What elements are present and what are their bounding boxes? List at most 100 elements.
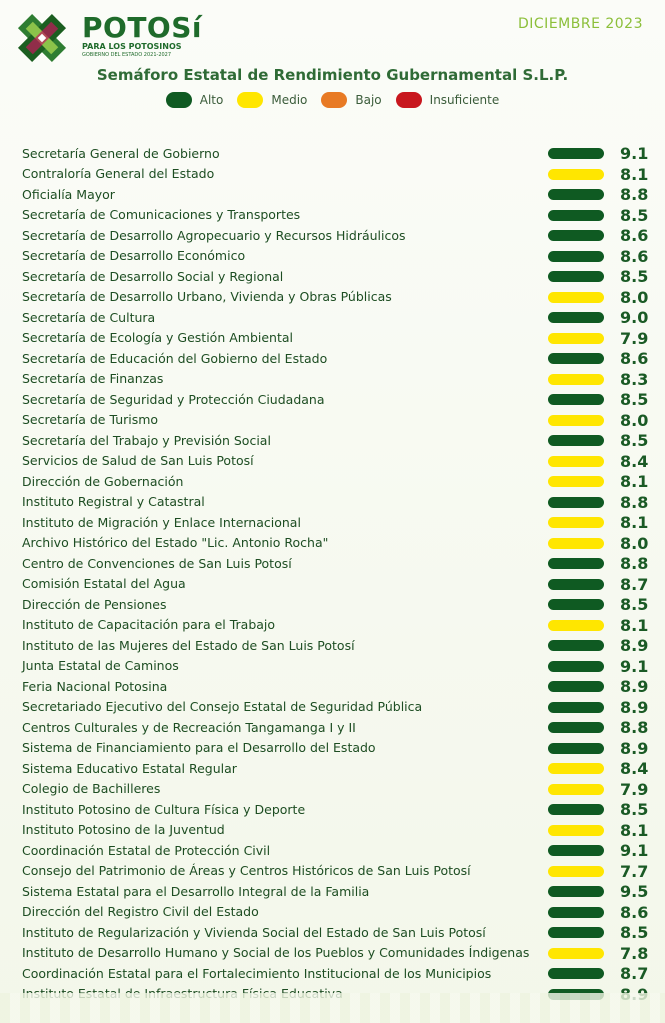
brand-tagline: PARA LOS POTOSINOS bbox=[82, 42, 182, 51]
status-indicator bbox=[548, 742, 604, 754]
score-value: 8.4 bbox=[620, 451, 649, 471]
list-item: Instituto de Desarrollo Humano y Social … bbox=[22, 943, 652, 964]
list-item: Secretaría de Ecología y Gestión Ambient… bbox=[22, 328, 652, 349]
score-value: 8.8 bbox=[620, 492, 649, 512]
agency-name: Servicios de Salud de San Luis Potosí bbox=[22, 453, 254, 469]
status-indicator bbox=[548, 148, 604, 159]
score-value: 8.5 bbox=[620, 390, 649, 409]
list-item: Secretaría del Trabajo y Previsión Socia… bbox=[22, 430, 652, 451]
list-item: Instituto Registral y Catastral 8.8 bbox=[22, 492, 652, 513]
agency-name: Instituto Potosino de la Juventud bbox=[22, 822, 225, 838]
score-value: 8.5 bbox=[620, 431, 649, 450]
list-item: Instituto de Migración y Enlace Internac… bbox=[22, 512, 652, 533]
list-item: Archivo Histórico del Estado "Lic. Anton… bbox=[22, 533, 652, 554]
status-indicator bbox=[548, 537, 604, 549]
score-value: 7.9 bbox=[620, 779, 649, 799]
agency-name: Junta Estatal de Caminos bbox=[22, 658, 179, 674]
score-value: 8.0 bbox=[620, 533, 649, 553]
list-item: Secretaría de Seguridad y Protección Ciu… bbox=[22, 389, 652, 410]
score-value: 7.7 bbox=[620, 861, 649, 881]
score-value: 8.6 bbox=[620, 246, 649, 266]
agency-name: Feria Nacional Potosina bbox=[22, 678, 168, 694]
score-value: 8.5 bbox=[620, 267, 649, 286]
list-item: Centro de Convenciones de San Luis Potos… bbox=[22, 553, 652, 574]
legend-item: Alto bbox=[165, 92, 223, 108]
score-value: 8.6 bbox=[620, 349, 649, 368]
list-item: Feria Nacional Potosina 8.9 bbox=[22, 676, 652, 697]
score-value: 8.5 bbox=[620, 923, 649, 942]
status-indicator bbox=[548, 927, 604, 938]
agency-name: Secretaría de Desarrollo Urbano, Viviend… bbox=[22, 289, 392, 305]
list-item: Colegio de Bachilleres 7.9 bbox=[22, 779, 652, 800]
status-indicator bbox=[548, 496, 604, 508]
agency-name: Contraloría General del Estado bbox=[22, 166, 215, 182]
agency-name: Secretaría de Comunicaciones y Transport… bbox=[22, 207, 301, 223]
agency-name: Secretaría de Finanzas bbox=[22, 371, 164, 387]
status-indicator bbox=[548, 435, 604, 446]
agency-name: Comisión Estatal del Agua bbox=[22, 576, 186, 592]
status-indicator bbox=[548, 906, 604, 918]
score-value: 8.5 bbox=[620, 595, 649, 614]
score-value: 9.1 bbox=[620, 656, 649, 676]
agency-name: Dirección de Pensiones bbox=[22, 596, 167, 612]
legend-label: Medio bbox=[271, 93, 308, 107]
agency-name: Secretaría de Seguridad y Protección Ciu… bbox=[22, 391, 325, 407]
score-value: 8.8 bbox=[620, 554, 649, 573]
score-value: 8.3 bbox=[620, 369, 649, 389]
status-indicator bbox=[548, 209, 604, 221]
score-value: 9.1 bbox=[620, 841, 649, 860]
agency-name: Sistema Educativo Estatal Regular bbox=[22, 760, 237, 776]
status-indicator bbox=[548, 271, 604, 282]
score-value: 8.4 bbox=[620, 759, 649, 778]
agency-name: Instituto Potosino de Cultura Física y D… bbox=[22, 801, 306, 817]
agency-name: Archivo Histórico del Estado "Lic. Anton… bbox=[22, 535, 329, 551]
status-indicator bbox=[548, 168, 604, 180]
legend-item: Insuficiente bbox=[395, 92, 500, 108]
status-indicator bbox=[548, 476, 604, 487]
status-indicator bbox=[548, 660, 604, 672]
status-indicator bbox=[548, 455, 604, 467]
list-item: Instituto Potosino de la Juventud 8.1 bbox=[22, 820, 652, 841]
status-indicator bbox=[548, 722, 604, 733]
status-indicator bbox=[548, 947, 604, 959]
agency-name: Centro de Convenciones de San Luis Potos… bbox=[22, 555, 292, 571]
legend-item: Medio bbox=[237, 92, 307, 108]
list-item: Secretaría de Desarrollo Agropecuario y … bbox=[22, 225, 652, 246]
status-indicator bbox=[548, 701, 604, 713]
status-indicator bbox=[548, 353, 604, 364]
legend-item: Bajo bbox=[321, 92, 382, 108]
legend: Alto Medio Bajo Insuficiente bbox=[0, 92, 665, 108]
brand-government: GOBIERNO DEL ESTADO 2021-2027 bbox=[82, 52, 172, 58]
decorative-footer-pattern bbox=[0, 993, 665, 1023]
score-value: 8.8 bbox=[620, 185, 649, 204]
status-indicator bbox=[548, 640, 604, 651]
status-indicator bbox=[548, 804, 604, 815]
list-item: Sistema Estatal para el Desarrollo Integ… bbox=[22, 881, 652, 902]
agency-name: Instituto de las Mujeres del Estado de S… bbox=[22, 637, 355, 653]
report-date: DICIEMBRE 2023 bbox=[518, 16, 643, 32]
list-item: Instituto Potosino de Cultura Física y D… bbox=[22, 799, 652, 820]
list-item: Secretaría de Cultura 9.0 bbox=[22, 307, 652, 328]
list-item: Secretaría de Desarrollo Urbano, Viviend… bbox=[22, 287, 652, 308]
list-item: Servicios de Salud de San Luis Potosí 8.4 bbox=[22, 451, 652, 472]
score-value: 8.1 bbox=[620, 164, 649, 184]
status-indicator bbox=[548, 189, 604, 200]
agency-name: Instituto Registral y Catastral bbox=[22, 494, 205, 510]
status-indicator bbox=[548, 886, 604, 897]
agency-name: Instituto de Desarrollo Humano y Social … bbox=[22, 945, 530, 961]
score-value: 9.1 bbox=[620, 144, 649, 163]
status-indicator bbox=[548, 230, 604, 241]
agency-name: Colegio de Bachilleres bbox=[22, 781, 161, 797]
score-value: 8.5 bbox=[620, 800, 649, 819]
list-item: Centros Culturales y de Recreación Tanga… bbox=[22, 717, 652, 738]
status-indicator bbox=[548, 373, 604, 385]
agency-name: Dirección de Gobernación bbox=[22, 473, 184, 489]
status-indicator bbox=[548, 865, 604, 877]
legend-swatch bbox=[237, 92, 264, 108]
score-value: 8.1 bbox=[620, 513, 649, 532]
status-indicator bbox=[548, 312, 604, 323]
list-item: Coordinación Estatal para el Fortalecimi… bbox=[22, 963, 652, 984]
list-item: Secretaría de Desarrollo Social y Region… bbox=[22, 266, 652, 287]
legend-label: Insuficiente bbox=[429, 93, 500, 107]
status-indicator bbox=[548, 619, 604, 631]
